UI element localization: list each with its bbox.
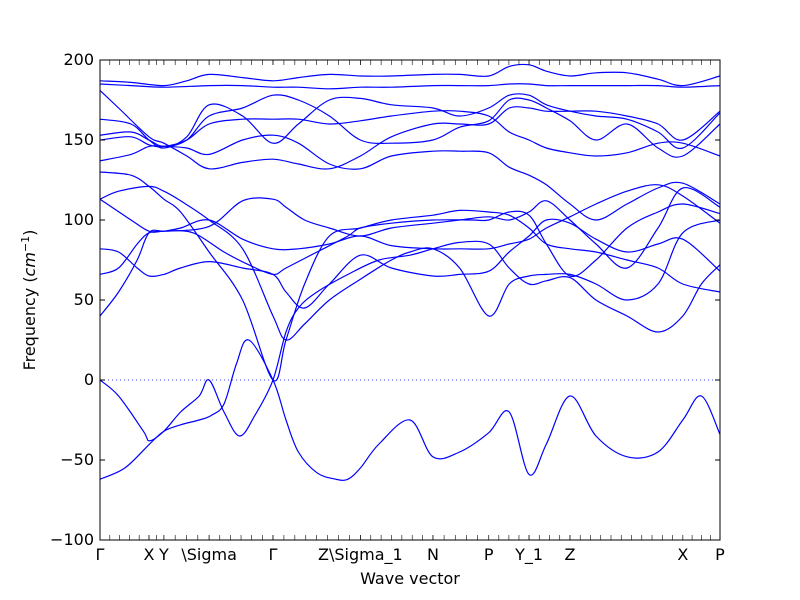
y-tick-label: 200 — [63, 50, 94, 69]
x-tick-label: Y_1 — [514, 545, 543, 565]
y-tick-label: 50 — [74, 290, 94, 309]
band-5 — [99, 218, 721, 309]
band-1 — [99, 240, 721, 442]
y-axis: −100 −50 0 50 100 150 200 — [50, 50, 720, 549]
y-axis-label: Frequency (cm−1) — [19, 230, 39, 371]
band-11 — [99, 94, 721, 158]
y-axis-label-exponent: −1 — [19, 236, 32, 252]
x-tick-label: X — [143, 545, 154, 564]
x-tick-label: X — [677, 545, 688, 564]
series-layer — [99, 63, 721, 481]
y-axis-label-text: Frequency ( — [20, 276, 39, 370]
band-12 — [99, 93, 721, 150]
x-axis: Γ X Y \Sigma Γ Z\Sigma_1 N P Y_1 Z X P — [96, 60, 725, 565]
x-tick-label: Γ — [269, 545, 278, 564]
y-axis-label-unit: cm — [20, 252, 39, 276]
x-tick-label: \Sigma — [181, 545, 237, 564]
x-tick-label: Z\Sigma_1 — [318, 545, 403, 565]
band-13 — [99, 89, 721, 170]
x-tick-label: N — [427, 545, 439, 564]
band-15 — [99, 63, 721, 87]
x-tick-label: Γ — [96, 545, 105, 564]
band-9 — [99, 134, 721, 221]
band-2 — [99, 339, 721, 481]
y-tick-label: −100 — [50, 530, 94, 549]
y-axis-label-close: ) — [20, 230, 39, 236]
band-6 — [99, 185, 721, 341]
band-8 — [99, 187, 721, 269]
y-tick-label: 0 — [84, 370, 94, 389]
x-tick-label: Y — [158, 545, 169, 564]
y-tick-label: 150 — [63, 130, 94, 149]
y-tick-label: −50 — [60, 450, 94, 469]
x-tick-label: Z — [564, 545, 575, 564]
band-7 — [99, 171, 721, 382]
band-14 — [99, 83, 721, 90]
x-axis-label: Wave vector — [360, 569, 460, 588]
x-tick-label: P — [484, 545, 494, 564]
y-tick-label: 100 — [63, 210, 94, 229]
x-tick-label: P — [715, 545, 725, 564]
